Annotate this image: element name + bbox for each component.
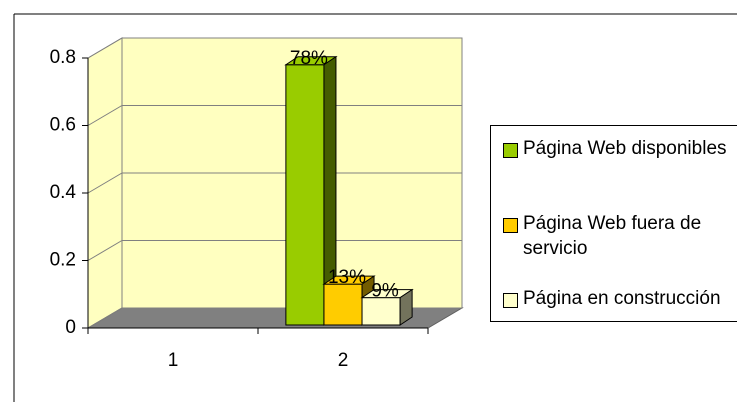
bar xyxy=(284,55,338,326)
x-tick-label: 2 xyxy=(338,350,349,371)
bar-front xyxy=(361,297,401,326)
grid-line xyxy=(87,105,462,126)
y-tick-label: 0 xyxy=(65,317,76,338)
x-tick-label: 1 xyxy=(168,350,179,371)
legend-label: Página Web fuera de servicio xyxy=(523,213,702,259)
bar-side xyxy=(399,288,413,326)
bar-front xyxy=(285,64,325,326)
legend-swatch xyxy=(503,293,518,308)
y-tick-label: 0.8 xyxy=(50,47,76,68)
data-label: 9% xyxy=(371,281,399,302)
data-label: 78% xyxy=(290,48,328,69)
y-tick-label: 0.4 xyxy=(50,182,77,203)
y-tick-label: 0.6 xyxy=(50,115,76,136)
grid-line xyxy=(87,172,462,194)
grid-line xyxy=(87,37,462,59)
legend-label: Página en construcción xyxy=(523,288,721,309)
legend-swatch xyxy=(503,218,518,233)
legend: Página Web disponibles Página Web fuera d… xyxy=(490,125,737,322)
bar xyxy=(360,288,414,326)
legend-swatch xyxy=(503,143,518,158)
data-label: 13% xyxy=(328,267,366,288)
bar-front xyxy=(323,283,363,326)
grid-line xyxy=(87,240,462,261)
legend-label: Página Web disponibles xyxy=(523,138,727,159)
y-tick-label: 0.2 xyxy=(50,250,76,271)
